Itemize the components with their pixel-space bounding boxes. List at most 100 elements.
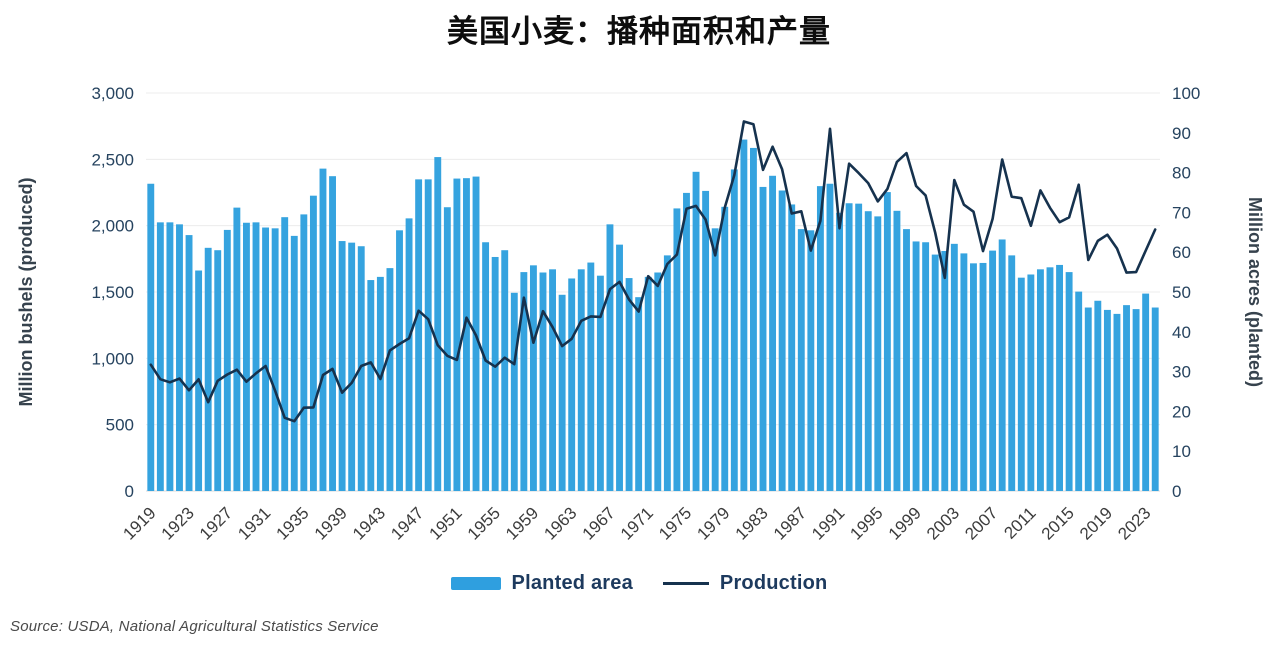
planted-area-bar [405,218,413,491]
right-axis-tick-label: 100 [1172,84,1200,103]
planted-area-bar [1046,267,1054,491]
planted-area-bar [434,157,442,491]
x-axis-tick-label: 1971 [617,503,657,543]
planted-area-bar [300,214,308,491]
planted-area-swatch [450,577,501,590]
planted-area-bar [702,190,710,491]
left-axis-tick-label: 2,000 [91,217,134,236]
chart-title: 美国小麦：播种面积和产量 [447,14,831,49]
planted-area-bar [214,250,222,491]
planted-area-bar [1142,293,1150,491]
x-axis-tick-label: 2023 [1114,503,1154,543]
planted-area-bar [271,228,279,491]
planted-area-bar [1008,255,1016,491]
planted-area-bar [549,269,557,491]
x-axis-tick-label: 1943 [349,503,389,543]
right-axis-tick-label: 90 [1172,124,1191,143]
planted-area-bar [769,175,777,491]
planted-area-bar [443,207,451,491]
x-axis-tick-label: 1979 [693,503,733,543]
planted-area-bar [683,192,690,491]
left-axis-tick-label: 500 [106,416,134,435]
legend-item-planted-area: Planted area [450,572,633,595]
planted-area-bar [568,278,576,491]
planted-area-bar [338,241,346,491]
planted-area-bar [1027,274,1035,491]
planted-area-bar [482,242,490,491]
right-axis-tick-label: 50 [1172,283,1191,302]
x-axis-tick-label: 1939 [311,503,351,543]
planted-area-bar [367,280,375,491]
planted-area-bar [721,206,729,491]
right-axis-tick-label: 0 [1172,482,1181,501]
planted-area-bar [807,230,815,491]
x-axis-tick-label: 2007 [961,503,1001,543]
planted-area-bar [204,247,212,491]
planted-area-bar [1103,309,1111,491]
production-line-swatch [662,582,709,585]
planted-area-bar [1123,305,1130,491]
planted-area-bar [1113,313,1121,491]
planted-area-bar [960,253,968,491]
x-axis-tick-label: 1959 [502,503,542,543]
planted-area-bar [415,179,423,491]
right-axis-tick-labels: 0 10 20 30 40 50 60 70 80 90 100 [1172,84,1200,501]
planted-area-bar [463,178,470,491]
planted-area-bar [998,239,1006,491]
planted-area-bar [826,183,834,491]
legend-item-production: Production [662,572,828,595]
x-axis-tick-label: 1987 [770,503,810,543]
planted-area-bar [625,278,633,491]
planted-area-bar [319,168,327,491]
right-axis-tick-label: 10 [1172,442,1191,461]
chart-legend: Planted area Production [0,572,1278,595]
x-axis-tick-label: 1935 [272,503,312,543]
left-axis-tick-label: 2,500 [91,150,134,169]
planted-area-bar [147,183,155,491]
planted-area-bar [874,216,882,491]
x-axis-tick-label: 1963 [540,503,580,543]
planted-area-bars [147,139,1159,492]
planted-area-bar [348,242,356,491]
planted-area-bar [529,265,537,491]
right-axis-tick-label: 40 [1172,323,1191,342]
planted-area-bar [1094,300,1102,491]
planted-area-bar [941,251,949,491]
planted-area-bar [491,256,499,491]
planted-area-bar [1056,264,1064,491]
planted-area-bar [1065,272,1073,491]
planted-area-bar [1084,307,1092,491]
planted-area-bar [252,222,260,491]
planted-area-bar [855,203,863,492]
x-axis-tick-label: 1947 [387,503,427,543]
planted-area-bar [922,242,930,491]
x-axis-tick-label: 1923 [158,503,198,543]
planted-area-bar [290,235,298,491]
x-axis-tick-label: 1927 [196,503,236,543]
planted-area-bar [166,222,174,491]
planted-area-bar [453,178,461,491]
planted-area-bar [654,272,662,491]
planted-area-bar [644,276,652,491]
right-axis-tick-label: 30 [1172,363,1191,382]
planted-area-bar [893,210,901,492]
planted-area-bar [1017,277,1025,491]
planted-area-bar [845,203,853,491]
planted-area-bar [577,269,585,491]
planted-area-bar [749,147,757,491]
planted-area-bar [778,190,786,491]
planted-area-bar [606,224,614,491]
planted-area-bar [329,176,336,491]
planted-area-bar [673,208,681,492]
planted-area-bar [156,222,164,491]
planted-area-bar [1151,307,1159,491]
planted-area-bar [864,211,872,491]
planted-area-bar [883,192,891,492]
x-axis-tick-label: 1983 [732,503,772,543]
planted-area-bar [1132,309,1140,491]
planted-area-bar [950,243,958,491]
x-axis-tick-label: 2003 [923,503,963,543]
planted-area-bar [816,186,824,491]
planted-area-bar [711,228,719,491]
planted-area-bar [558,294,566,491]
